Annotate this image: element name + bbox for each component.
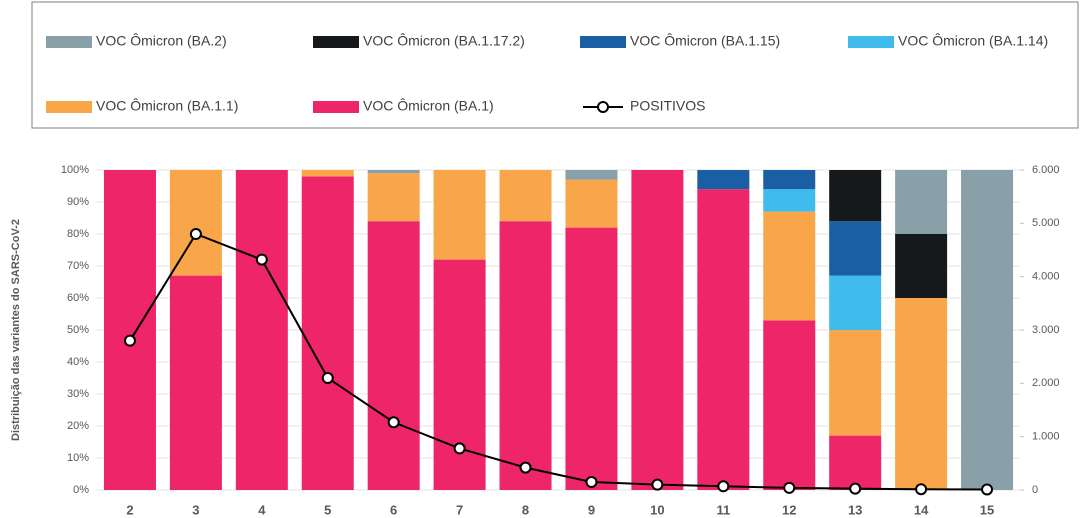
bar-segment: [829, 330, 882, 436]
bar-segment: [895, 298, 948, 490]
y2-tick-label: 0: [1032, 484, 1038, 496]
x-tick-label: 6: [390, 502, 397, 517]
legend-swatch: [580, 36, 626, 48]
bar-segment: [499, 221, 552, 490]
bar-segment: [367, 221, 420, 490]
y2-tick-label: 2.000: [1032, 377, 1060, 389]
y-tick-label: 20%: [67, 420, 89, 432]
x-tick-label: 2: [126, 502, 133, 517]
bar-segment: [829, 275, 882, 330]
y-tick-label: 30%: [67, 388, 89, 400]
bar-segment: [301, 176, 354, 490]
bar-segment: [565, 227, 618, 490]
x-tick-label: 5: [324, 502, 331, 517]
x-tick-label: 11: [716, 502, 730, 517]
bar-segment: [631, 170, 684, 490]
y-axis-label: Distribuição das variantes do SARS-CoV-2: [10, 219, 22, 441]
line-marker: [717, 480, 730, 493]
legend-label: VOC Ômicron (BA.2): [96, 33, 227, 49]
y2-tick-label: 3.000: [1032, 324, 1060, 336]
legend-label: VOC Ômicron (BA.1.17.2): [363, 33, 525, 49]
y-tick-label: 70%: [67, 260, 89, 272]
bar-segment: [433, 259, 486, 490]
bar-segment: [895, 234, 948, 298]
y-tick-label: 90%: [67, 196, 89, 208]
bar-segment: [169, 275, 222, 490]
legend-label: VOC Ômicron (BA.1.1): [96, 98, 238, 114]
bar-segment: [169, 170, 222, 276]
legend-swatch-marker: [597, 101, 609, 113]
line-marker: [651, 478, 664, 491]
bar-segment: [697, 189, 750, 490]
y2-tick-label: 1.000: [1032, 431, 1060, 443]
line-marker: [519, 461, 532, 474]
line-marker: [915, 483, 928, 496]
bar-segment: [829, 435, 882, 490]
line: [129, 232, 988, 491]
bar-segment: [301, 170, 354, 177]
y-tick-label: 60%: [67, 292, 89, 304]
bar-segment: [961, 170, 1014, 490]
bar-segment: [367, 173, 420, 222]
y-tick-label: 40%: [67, 356, 89, 368]
y-tick-label: 50%: [67, 324, 89, 336]
y2-tick-label: 5.000: [1032, 217, 1060, 229]
x-tick-label: 3: [192, 502, 199, 517]
x-tick-label: 8: [522, 502, 529, 517]
legend-swatch: [46, 36, 92, 48]
bar-segment: [895, 170, 948, 234]
bar-segment: [829, 221, 882, 276]
x-tick-label: 15: [980, 502, 994, 517]
y-tick-label: 0%: [73, 484, 89, 496]
y-tick-label: 10%: [67, 452, 89, 464]
bar-segment: [829, 170, 882, 222]
x-tick-label: 13: [848, 502, 862, 517]
y-tick-label: 80%: [67, 228, 89, 240]
legend-swatch: [46, 101, 92, 113]
bar-segment: [433, 170, 486, 260]
bar-segment: [763, 189, 816, 212]
legend-swatch: [848, 36, 894, 48]
line-marker: [189, 228, 202, 240]
bar-segment: [763, 320, 816, 490]
x-tick-label: 10: [650, 502, 664, 517]
legend-label: VOC Ômicron (BA.1.15): [630, 33, 780, 49]
legend-box: [31, 1, 1079, 129]
line-marker: [783, 481, 796, 494]
bar-segment: [367, 170, 420, 174]
bar-segment: [697, 170, 750, 190]
line-marker: [585, 476, 598, 488]
bar-segment: [103, 170, 156, 490]
bar-segment: [499, 170, 552, 222]
legend-swatch: [313, 36, 359, 48]
line-marker: [387, 416, 400, 429]
x-tick-label: 4: [258, 502, 266, 517]
y-tick-label: 100%: [61, 164, 89, 176]
line-marker: [981, 483, 994, 496]
bar-segment: [565, 170, 618, 180]
bar-segment: [235, 170, 288, 490]
y2-tick-label: 6.000: [1032, 164, 1060, 176]
bar-segment: [763, 211, 816, 321]
bar-segment: [565, 179, 618, 228]
line-marker: [123, 334, 136, 347]
x-tick-label: 7: [456, 502, 463, 517]
y2-tick-label: 4.000: [1032, 271, 1060, 283]
line-marker: [255, 253, 268, 266]
x-tick-label: 14: [914, 502, 929, 517]
legend-label: VOC Ômicron (BA.1.14): [898, 33, 1048, 49]
line-marker: [849, 482, 862, 495]
legend-swatch: [313, 101, 359, 113]
line-marker: [453, 442, 466, 455]
x-tick-label: 9: [588, 502, 595, 517]
bar-segment: [763, 170, 816, 190]
legend-label: POSITIVOS: [630, 98, 705, 114]
line-marker: [321, 372, 334, 384]
legend-label: VOC Ômicron (BA.1): [363, 98, 494, 114]
x-tick-label: 12: [782, 502, 796, 517]
